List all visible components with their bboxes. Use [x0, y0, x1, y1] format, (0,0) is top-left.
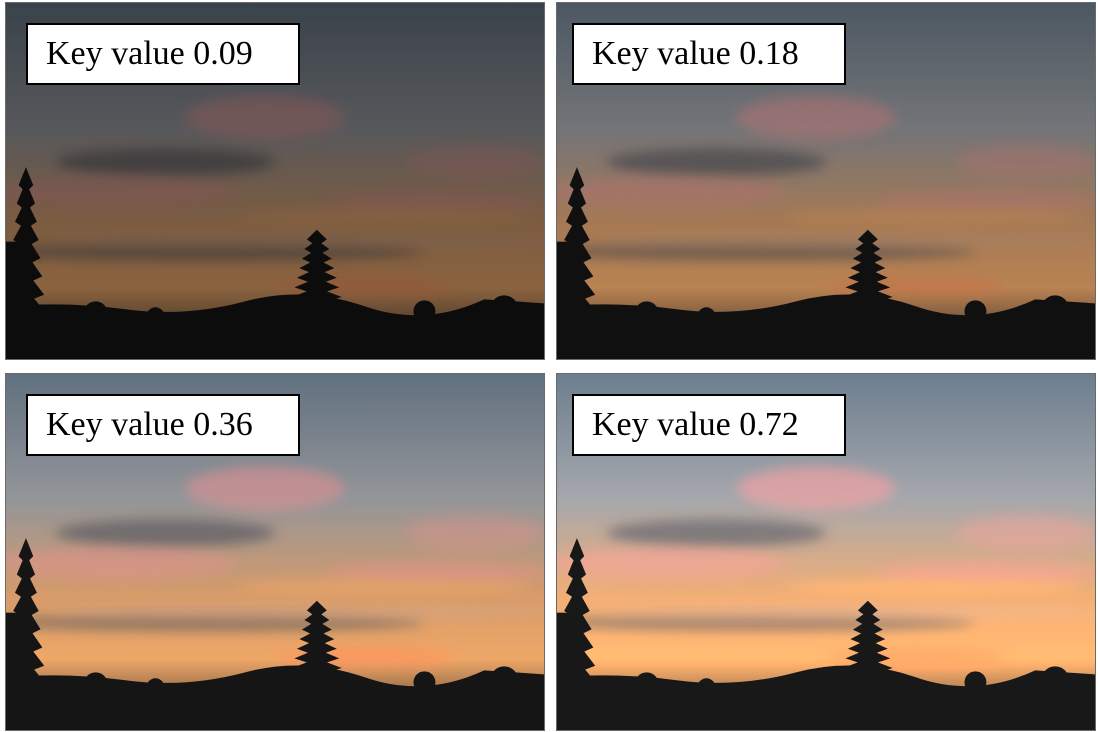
photo-panel-key-0-72: Key value 0.72: [556, 373, 1096, 731]
photo-panel-key-0-09: Key value 0.09: [5, 2, 545, 360]
photo-panel-key-0-36: Key value 0.36: [5, 373, 545, 731]
key-value-label: Key value 0.18: [572, 23, 846, 85]
key-value-label: Key value 0.36: [26, 394, 300, 456]
photo-panel-key-0-18: Key value 0.18: [556, 2, 1096, 360]
key-value-label: Key value 0.72: [572, 394, 846, 456]
key-value-label: Key value 0.09: [26, 23, 300, 85]
